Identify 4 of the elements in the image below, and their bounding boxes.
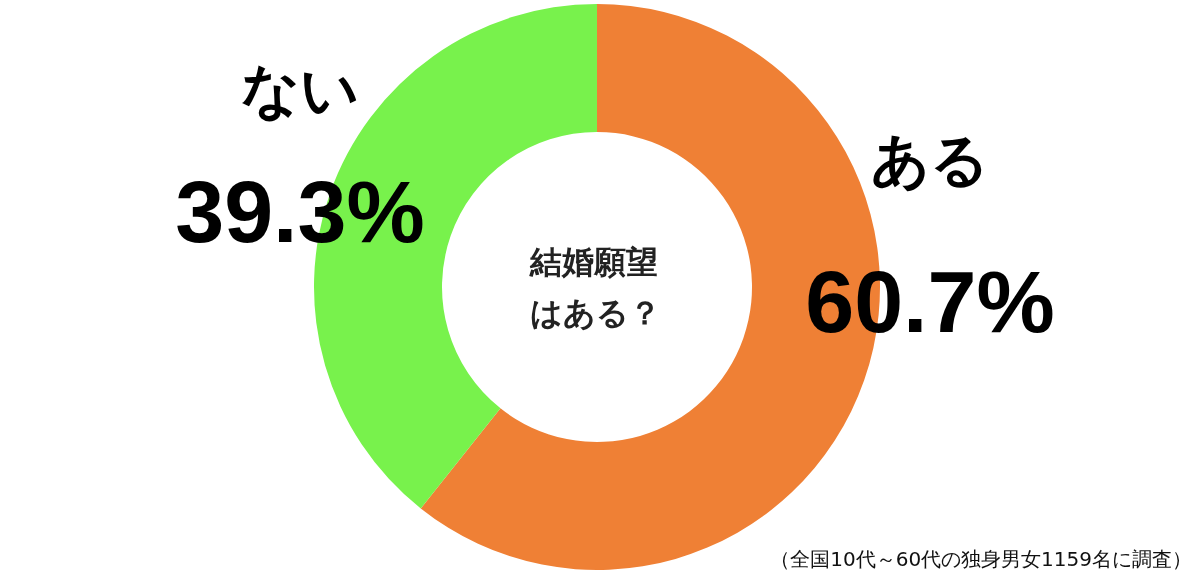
text: 結婚願望はある？ bbox=[529, 242, 662, 335]
text: （全国10代～60代の独身男女1159名に調査） bbox=[770, 547, 1192, 571]
slice-label: ない bbox=[241, 56, 359, 124]
slice-label: ある bbox=[871, 126, 989, 194]
